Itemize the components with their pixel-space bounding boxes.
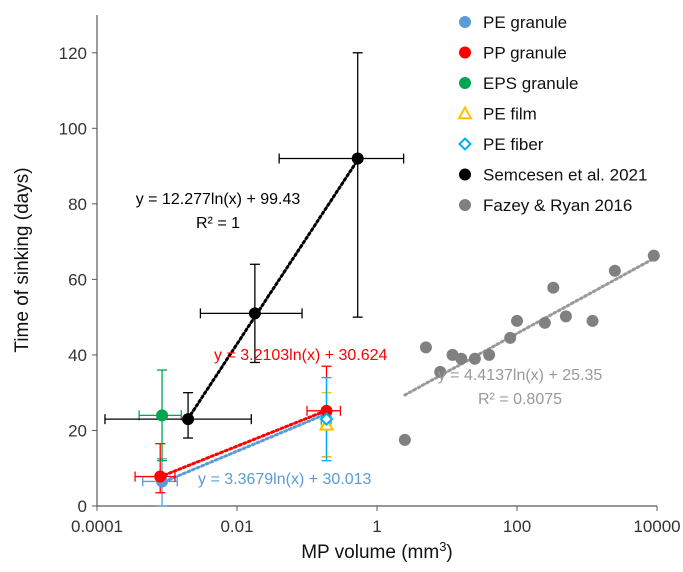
trendline bbox=[186, 158, 360, 421]
data-point bbox=[351, 152, 364, 165]
data-point bbox=[538, 316, 551, 329]
y-tick-label: 20 bbox=[68, 421, 87, 440]
legend-label: Fazey & Ryan 2016 bbox=[483, 196, 632, 215]
data-point bbox=[398, 433, 411, 446]
data-point bbox=[455, 352, 468, 365]
legend-marker bbox=[459, 77, 471, 89]
legend-label: PE film bbox=[483, 105, 537, 124]
trendline-equation: y = 4.4137ln(x) + 25.35 bbox=[438, 367, 603, 384]
data-point bbox=[319, 412, 334, 427]
data-point bbox=[248, 307, 261, 320]
data-point bbox=[559, 310, 572, 323]
legend-label: PE granule bbox=[483, 13, 567, 32]
y-tick-label: 0 bbox=[78, 497, 87, 516]
data-points bbox=[154, 152, 660, 488]
legend-marker bbox=[459, 168, 471, 181]
legend-label: Semcesen et al. 2021 bbox=[483, 166, 647, 185]
trendlines bbox=[158, 158, 656, 485]
legend-marker bbox=[459, 16, 471, 28]
x-axis-title-end: ) bbox=[446, 542, 452, 563]
trendline-equation: y = 3.3679ln(x) + 30.013 bbox=[198, 471, 372, 488]
data-point bbox=[608, 264, 621, 277]
y-tick-label: 60 bbox=[68, 270, 87, 289]
data-point bbox=[468, 352, 481, 365]
data-point bbox=[504, 331, 517, 344]
trendline bbox=[158, 409, 328, 479]
data-point bbox=[182, 413, 195, 426]
data-point bbox=[156, 409, 169, 422]
y-tick-label: 120 bbox=[59, 44, 87, 63]
x-axis-title: MP volume (mm3) bbox=[301, 539, 453, 563]
legend-label: EPS granule bbox=[483, 74, 578, 93]
trendline-equation: y = 12.277ln(x) + 99.43 bbox=[136, 191, 301, 208]
trendline-equation: y = 3.2103ln(x) + 30.624 bbox=[214, 347, 388, 364]
trendline-equations: y = 12.277ln(x) + 99.43 R² = 1 y = 3.2103l… bbox=[136, 191, 603, 488]
legend-label: PE fiber bbox=[483, 135, 544, 154]
legend-marker bbox=[457, 105, 473, 120]
axes: 0.0001 0.01 1 100 10000 0 20 40 60 80 100 120 bbox=[59, 15, 681, 536]
x-tick-label: 0.01 bbox=[220, 517, 253, 536]
data-point bbox=[586, 314, 599, 327]
data-point bbox=[483, 348, 496, 361]
data-point bbox=[419, 341, 432, 354]
data-point bbox=[434, 365, 447, 378]
data-point bbox=[647, 249, 660, 262]
x-axis-title-main: MP volume (mm bbox=[301, 542, 439, 563]
data-point bbox=[547, 281, 560, 294]
legend: PE granule PP granule EPS granule PE film PE… bbox=[457, 13, 647, 215]
y-tick-label: 40 bbox=[68, 346, 87, 365]
x-axis-title-superscript: 3 bbox=[439, 539, 446, 554]
y-axis-title: Time of sinking (days) bbox=[12, 167, 33, 352]
trendline-r-squared: R² = 1 bbox=[196, 215, 240, 232]
legend-marker bbox=[458, 137, 472, 151]
y-tick-label: 80 bbox=[68, 195, 87, 214]
trendline bbox=[158, 412, 328, 485]
trendline-r-squared: R² = 0.8075 bbox=[478, 391, 562, 408]
data-point bbox=[154, 470, 167, 483]
legend-label: PP granule bbox=[483, 44, 567, 63]
legend-marker bbox=[459, 199, 471, 211]
legend-marker bbox=[459, 46, 471, 59]
x-tick-label: 10000 bbox=[633, 517, 680, 536]
x-tick-label: 0.0001 bbox=[71, 517, 123, 536]
y-tick-label: 100 bbox=[59, 119, 87, 138]
data-point bbox=[511, 314, 523, 327]
trendline bbox=[403, 257, 656, 397]
x-tick-label: 100 bbox=[503, 517, 531, 536]
x-tick-label: 1 bbox=[372, 517, 381, 536]
